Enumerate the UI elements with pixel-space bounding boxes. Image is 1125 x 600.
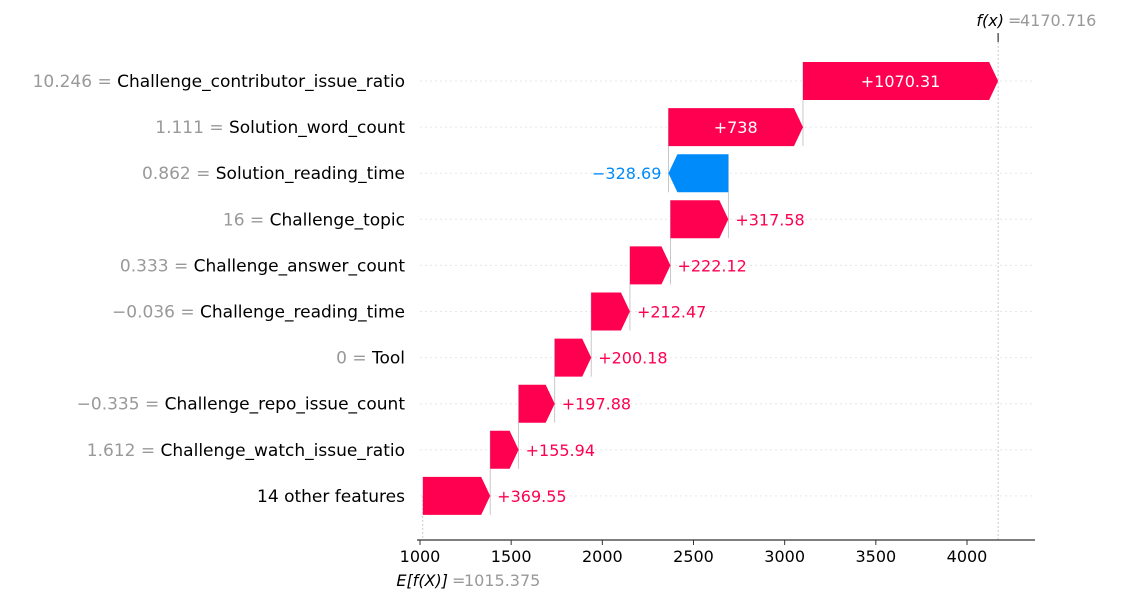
positive-bar <box>670 200 729 239</box>
feature-value: 1.612 = <box>87 441 161 461</box>
feature-value: 0.862 = <box>142 164 216 184</box>
feature-value: −0.335 = <box>77 395 165 415</box>
positive-bar <box>668 108 803 147</box>
feature-label: 10.246 = Challenge_contributor_issue_rat… <box>33 72 405 92</box>
expected-equals: = <box>452 571 465 590</box>
fx-equals: = <box>1008 11 1021 30</box>
feature-name: Solution_word_count <box>229 118 405 138</box>
feature-label: 16 = Challenge_topic <box>223 210 405 230</box>
expected-label: E[f(X)] <box>396 571 448 590</box>
feature-value: 0.333 = <box>120 256 194 276</box>
fx-label: f(x) <box>976 11 1004 30</box>
feature-label: 0 = Tool <box>336 349 405 369</box>
feature-name: 14 other features <box>257 487 405 507</box>
bar-value-label: +1070.31 <box>861 72 941 91</box>
positive-bar <box>802 62 999 100</box>
bar-value-label: +200.18 <box>598 349 667 368</box>
feature-label: 1.111 = Solution_word_count <box>155 118 405 138</box>
x-tick-label: 1000 <box>400 547 441 566</box>
feature-value: 16 = <box>223 210 270 230</box>
expected-value: 1015.375 <box>464 571 540 590</box>
feature-value: 1.111 = <box>155 118 229 138</box>
bar-value-label: +197.88 <box>562 395 631 414</box>
feature-name: Challenge_answer_count <box>194 256 406 276</box>
x-tick-label: 1500 <box>491 547 532 566</box>
positive-bar <box>591 292 630 331</box>
feature-name: Tool <box>371 349 405 369</box>
feature-label: 1.612 = Challenge_watch_issue_ratio <box>87 441 405 461</box>
feature-label: 0.862 = Solution_reading_time <box>142 164 405 184</box>
bar-value-label: +738 <box>714 118 758 137</box>
x-tick-label: 3000 <box>764 547 805 566</box>
bar-value-label: +222.12 <box>677 256 746 275</box>
feature-labels: +1070.31 10.246 = Challenge_contributor_i… <box>33 72 941 507</box>
feature-name: Challenge_topic <box>270 210 405 230</box>
positive-bar <box>518 384 555 423</box>
feature-name: Solution_reading_time <box>216 164 405 184</box>
positive-bar <box>554 338 592 377</box>
feature-label: −0.335 = Challenge_repo_issue_count <box>77 395 406 415</box>
positive-bar <box>629 246 671 285</box>
bar-value-label: −328.69 <box>592 164 661 183</box>
fx-annotation: f(x) = 4170.716 <box>976 11 1096 30</box>
feature-name: Challenge_watch_issue_ratio <box>161 441 405 461</box>
feature-label: −0.036 = Challenge_reading_time <box>112 303 405 323</box>
bar-value-label: +317.58 <box>735 210 804 229</box>
feature-name: Challenge_repo_issue_count <box>165 395 406 415</box>
feature-value: 10.246 = <box>33 72 118 92</box>
bar-value-label: +369.55 <box>497 487 566 506</box>
x-tick-label: 2500 <box>673 547 714 566</box>
positive-bar <box>422 476 491 515</box>
negative-bar <box>668 154 729 193</box>
fx-value: 4170.716 <box>1020 11 1096 30</box>
x-tick-label: 2000 <box>582 547 623 566</box>
x-tick-label: 3500 <box>855 547 896 566</box>
feature-label: 14 other features <box>257 487 405 507</box>
bars <box>422 62 999 515</box>
feature-value: 0 = <box>336 349 372 369</box>
feature-name: Challenge_reading_time <box>200 303 405 323</box>
positive-bar <box>490 430 519 469</box>
feature-name: Challenge_contributor_issue_ratio <box>117 72 405 92</box>
bar-value-label: +155.94 <box>526 441 595 460</box>
x-tick-label: 4000 <box>947 547 988 566</box>
bar-value-label: +212.47 <box>637 303 706 322</box>
expected-annotation: E[f(X)] = 1015.375 <box>396 571 540 590</box>
x-axis: 1000 1500 2000 2500 3000 3500 4000 <box>400 539 1035 566</box>
feature-value: −0.036 = <box>112 303 200 323</box>
feature-label: 0.333 = Challenge_answer_count <box>120 256 405 276</box>
